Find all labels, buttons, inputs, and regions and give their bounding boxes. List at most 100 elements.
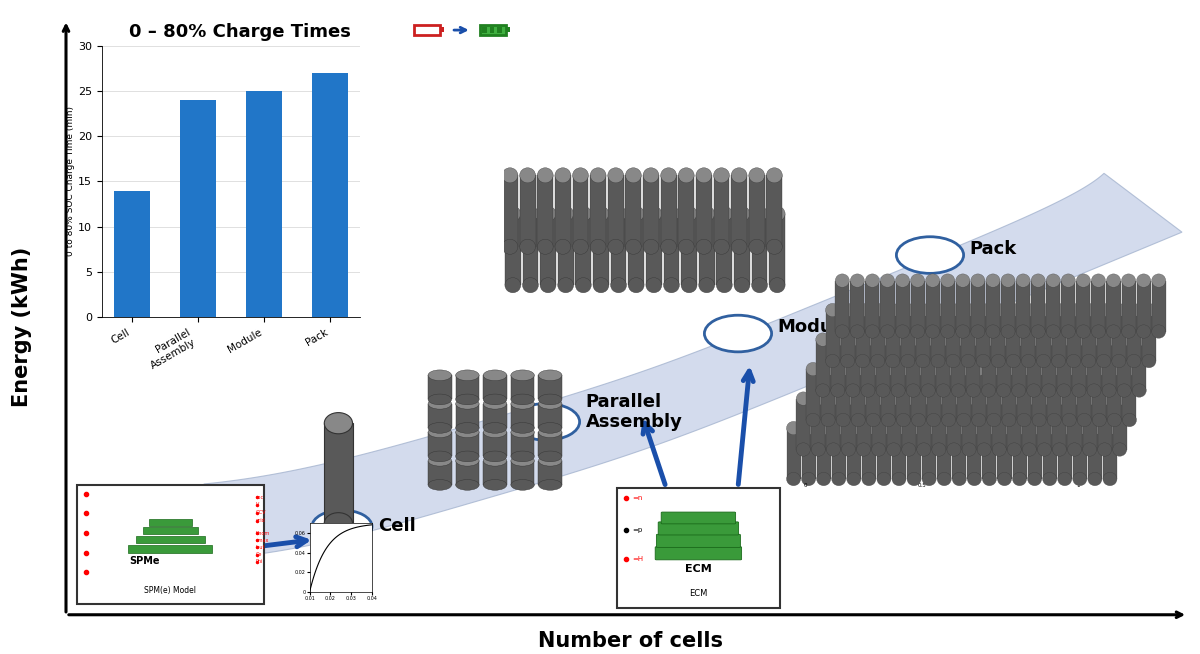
Ellipse shape [925, 274, 940, 287]
Ellipse shape [856, 354, 870, 368]
Ellipse shape [520, 239, 535, 254]
FancyBboxPatch shape [128, 545, 212, 553]
Ellipse shape [554, 168, 571, 183]
Ellipse shape [1057, 472, 1072, 486]
FancyBboxPatch shape [506, 27, 510, 32]
FancyBboxPatch shape [617, 488, 780, 608]
Bar [1142, 310, 1156, 361]
Bar [931, 310, 946, 361]
Ellipse shape [881, 325, 894, 338]
Ellipse shape [1016, 362, 1031, 376]
Ellipse shape [912, 362, 925, 376]
Ellipse shape [1152, 325, 1165, 338]
Ellipse shape [1132, 333, 1146, 347]
Ellipse shape [428, 370, 451, 381]
FancyBboxPatch shape [655, 547, 742, 560]
Ellipse shape [1007, 443, 1021, 456]
Ellipse shape [1062, 413, 1076, 426]
Bar [1072, 339, 1086, 390]
Ellipse shape [826, 303, 840, 317]
Text: Knom: Knom [256, 530, 270, 536]
Ellipse shape [986, 362, 1001, 376]
Ellipse shape [925, 325, 940, 338]
Ellipse shape [1068, 392, 1081, 405]
Text: grid: grid [256, 518, 265, 523]
Ellipse shape [1037, 443, 1051, 456]
Bar [1032, 369, 1046, 420]
Ellipse shape [922, 384, 935, 397]
Bar [901, 398, 916, 449]
Ellipse shape [576, 278, 592, 293]
Ellipse shape [841, 392, 856, 405]
Bar [1057, 339, 1070, 390]
Ellipse shape [1098, 392, 1111, 405]
Bar [937, 428, 952, 479]
Ellipse shape [484, 427, 506, 438]
Ellipse shape [1106, 274, 1121, 287]
FancyBboxPatch shape [143, 527, 198, 534]
Ellipse shape [846, 333, 860, 347]
Bar [1102, 339, 1116, 390]
Ellipse shape [821, 362, 835, 376]
Bar [830, 339, 845, 390]
Ellipse shape [836, 362, 850, 376]
Bar [1057, 428, 1072, 479]
Circle shape [312, 510, 372, 543]
Ellipse shape [456, 455, 479, 466]
Ellipse shape [1062, 362, 1076, 376]
FancyBboxPatch shape [480, 25, 506, 35]
Bar [906, 339, 920, 390]
Bar [1092, 369, 1106, 420]
Ellipse shape [1061, 325, 1075, 338]
Ellipse shape [1092, 274, 1105, 287]
Bar [956, 369, 971, 420]
Ellipse shape [1097, 354, 1111, 368]
Ellipse shape [886, 354, 900, 368]
FancyBboxPatch shape [136, 536, 205, 543]
Ellipse shape [1016, 325, 1030, 338]
Bar [983, 428, 996, 479]
Bar [522, 214, 539, 285]
Ellipse shape [860, 384, 875, 397]
Ellipse shape [1046, 325, 1061, 338]
Ellipse shape [734, 278, 750, 293]
Ellipse shape [629, 278, 644, 293]
Bar [572, 175, 588, 247]
Ellipse shape [539, 455, 562, 466]
Ellipse shape [1046, 274, 1061, 287]
Ellipse shape [840, 303, 854, 317]
Ellipse shape [877, 472, 890, 486]
FancyBboxPatch shape [661, 512, 736, 524]
Bar [520, 175, 535, 247]
Ellipse shape [857, 443, 870, 456]
Ellipse shape [860, 333, 875, 347]
Ellipse shape [1048, 362, 1061, 376]
Ellipse shape [826, 354, 840, 368]
Ellipse shape [901, 354, 914, 368]
Ellipse shape [428, 394, 451, 405]
Bar [643, 175, 659, 247]
Text: Phi: Phi [256, 559, 263, 564]
Ellipse shape [961, 303, 976, 317]
Ellipse shape [661, 168, 677, 183]
Ellipse shape [896, 413, 911, 426]
Bar [539, 375, 562, 400]
Bar [484, 432, 506, 456]
Ellipse shape [886, 303, 900, 317]
Ellipse shape [876, 333, 890, 347]
Ellipse shape [956, 413, 971, 426]
FancyBboxPatch shape [77, 485, 264, 604]
Ellipse shape [769, 206, 785, 221]
Bar [856, 310, 870, 361]
Bar [1027, 339, 1040, 390]
Bar [817, 428, 830, 479]
Ellipse shape [484, 398, 506, 409]
Ellipse shape [696, 239, 712, 254]
Ellipse shape [769, 278, 785, 293]
Bar [629, 214, 644, 285]
Ellipse shape [907, 472, 922, 486]
Bar [962, 398, 976, 449]
Ellipse shape [1073, 472, 1087, 486]
Text: Cell: Cell [378, 517, 415, 536]
Bar [851, 281, 864, 332]
